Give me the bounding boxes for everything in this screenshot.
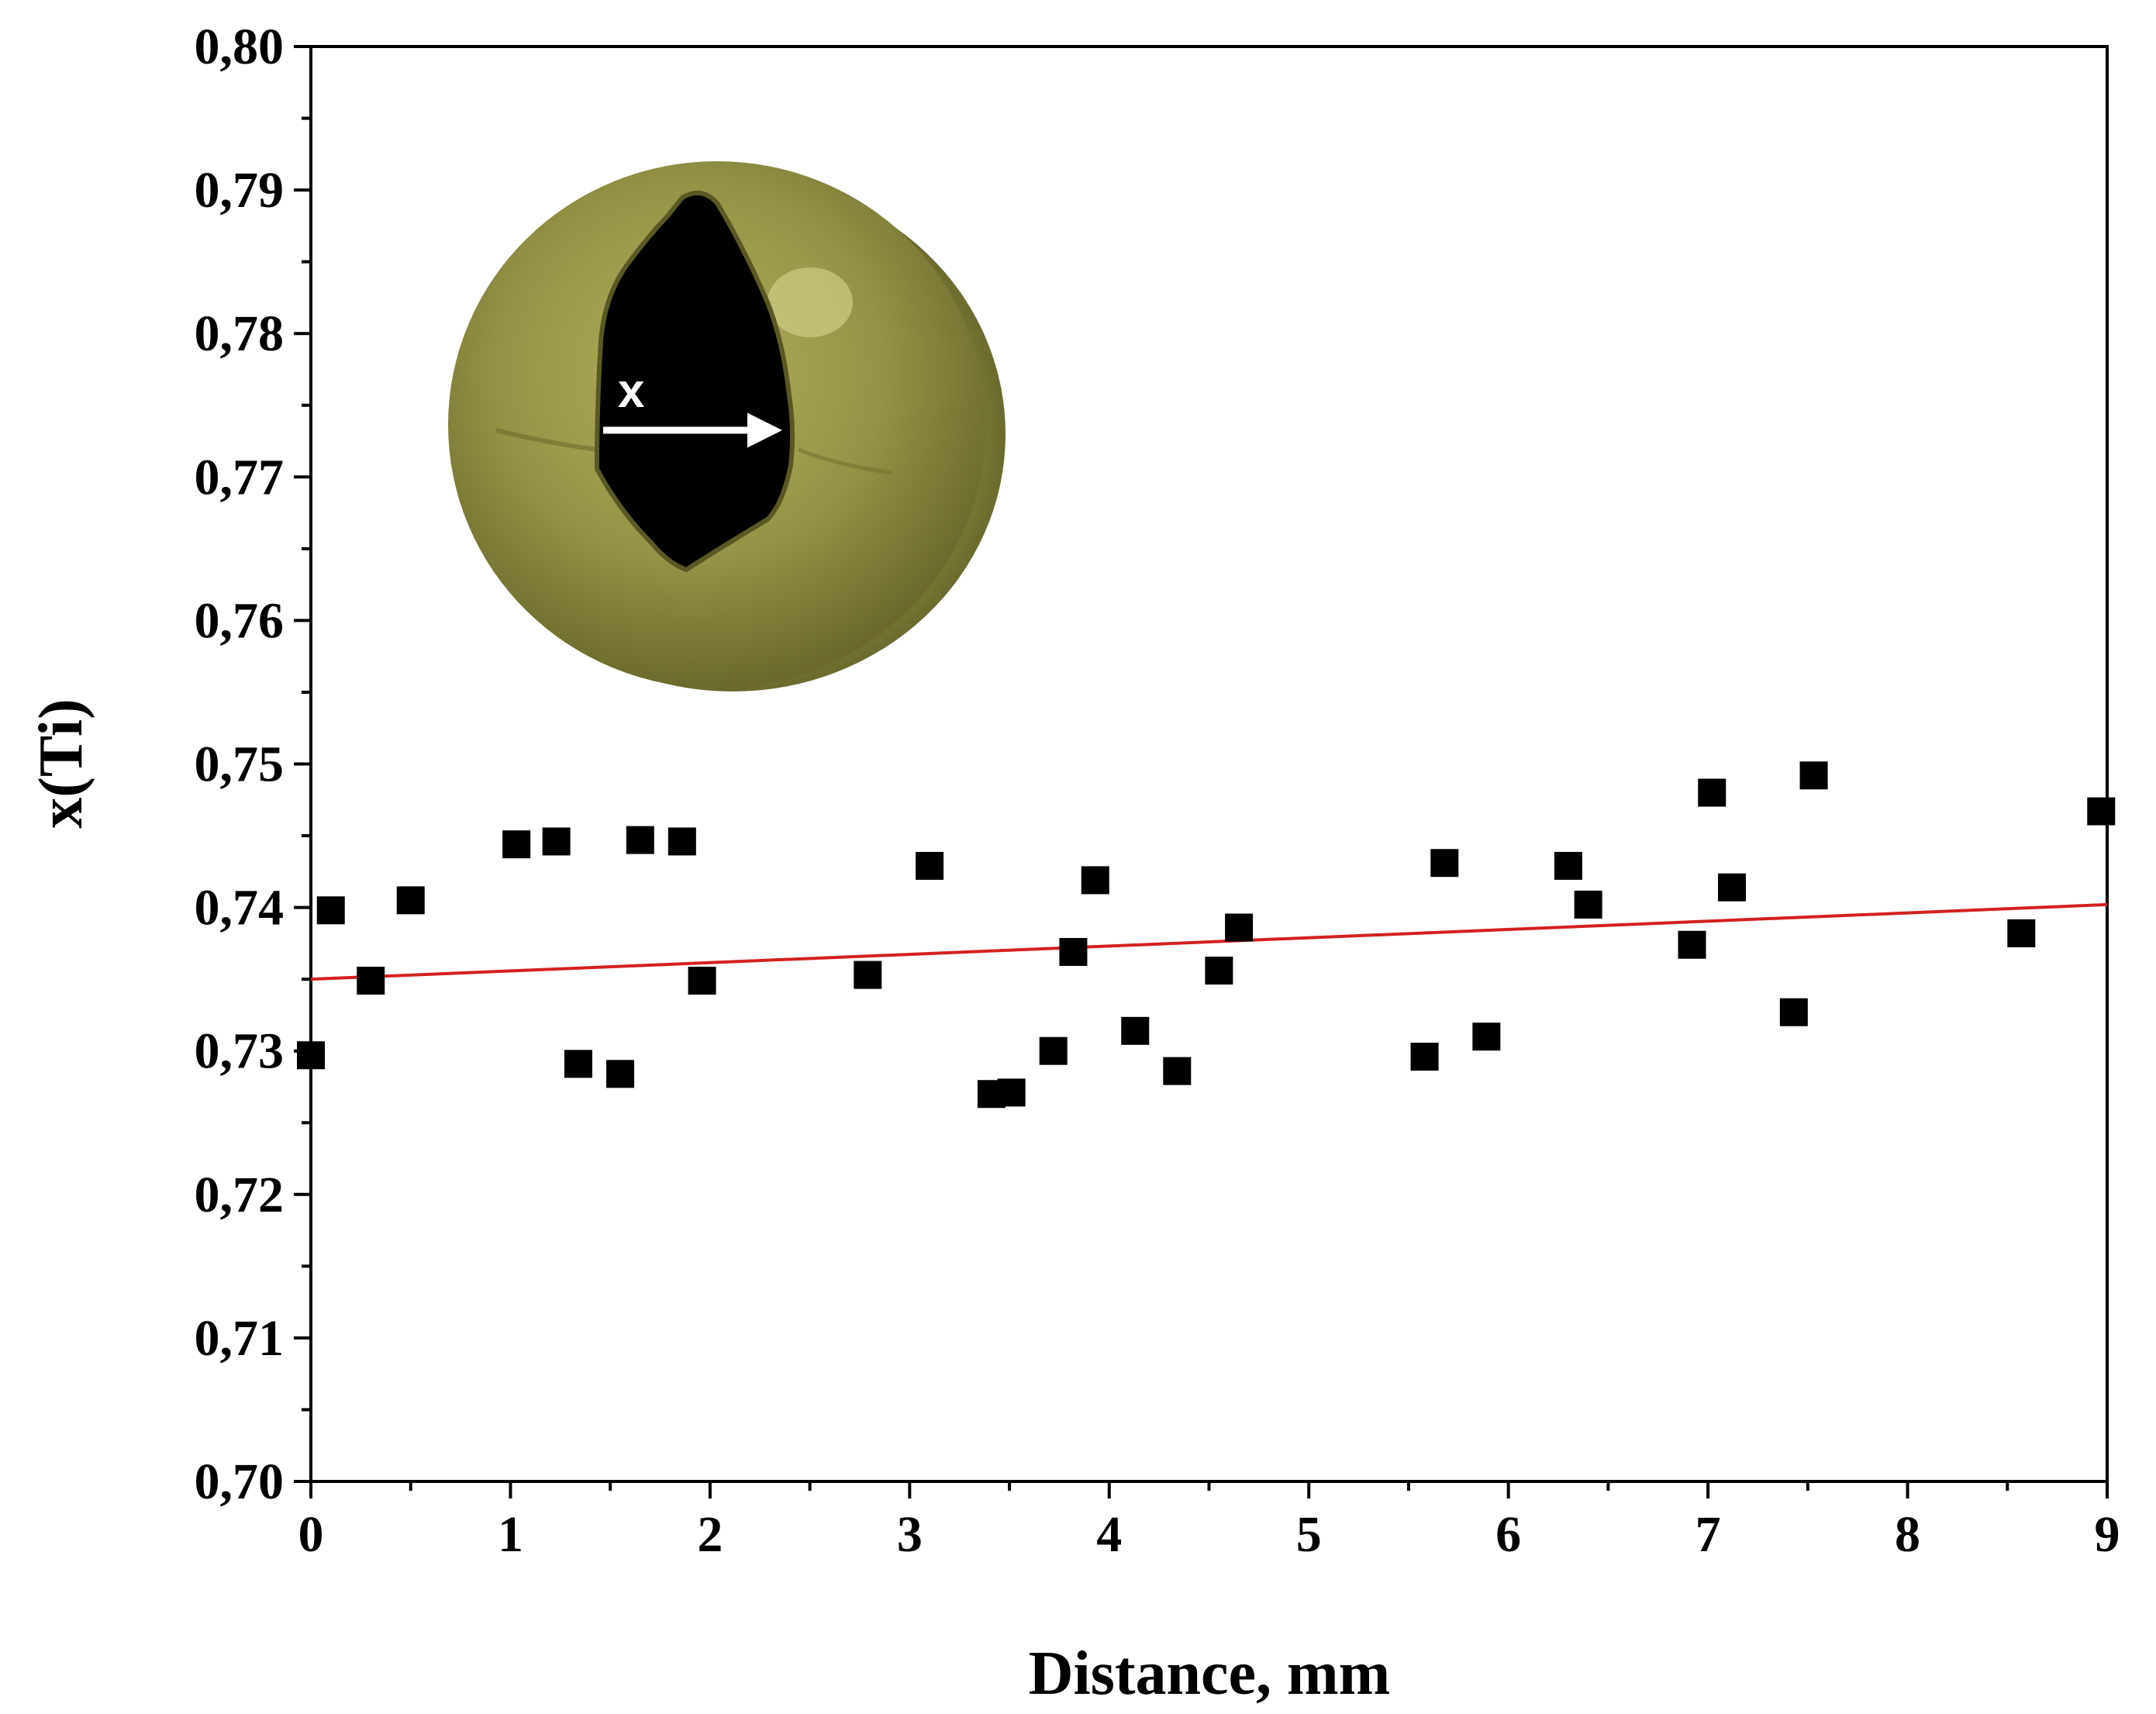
data-point: [2007, 919, 2036, 947]
data-point: [606, 1060, 635, 1088]
y-tick-labels: 0,70 0,71 0,72 0,73 0,74 0,75 0,76 0,77 0,78 0,79…: [195, 19, 285, 1510]
y-tick-label: 0,80: [195, 19, 285, 75]
data-point: [1430, 849, 1459, 878]
x-tick-label: 9: [2095, 1506, 2120, 1563]
data-point: [997, 1078, 1026, 1107]
y-tick-label: 0,75: [195, 736, 285, 793]
sample-cavity: [594, 190, 795, 573]
sample-photo-inset: x: [448, 161, 1006, 691]
y-tick-label: 0,79: [195, 162, 285, 219]
data-point: [542, 827, 571, 856]
y-tick-label: 0,73: [195, 1023, 285, 1080]
data-point: [1472, 1023, 1501, 1051]
y-tick-label: 0,70: [195, 1454, 285, 1510]
y-tick-label: 0,72: [195, 1167, 285, 1223]
data-point: [1698, 778, 1727, 807]
inset-x-label: x: [618, 364, 645, 418]
x-tick-label: 7: [1695, 1506, 1721, 1563]
y-tick-label: 0,71: [195, 1310, 285, 1367]
data-point: [1554, 851, 1582, 880]
y-tick-label: 0,78: [195, 305, 285, 362]
data-point: [1059, 937, 1088, 966]
linear-fit-line: [310, 902, 2108, 981]
axis-ticks: [294, 45, 2109, 1498]
data-point: [316, 896, 345, 925]
x-tick-label: 2: [697, 1506, 723, 1563]
data-point: [2087, 797, 2116, 826]
data-point: [1163, 1057, 1192, 1085]
data-point: [1574, 890, 1602, 919]
data-point: [854, 960, 882, 989]
data-point: [357, 967, 385, 995]
x-tick-label: 0: [298, 1506, 324, 1563]
x-tick-label: 5: [1296, 1506, 1322, 1563]
data-point: [1225, 913, 1254, 942]
data-point: [564, 1050, 592, 1078]
data-point: [1410, 1043, 1439, 1071]
x-tick-label: 4: [1096, 1506, 1122, 1563]
x-tick-labels: 0 1 2 3 4 5 6 7 8 9: [298, 1506, 2120, 1563]
data-point: [1779, 998, 1808, 1026]
data-point: [1678, 930, 1706, 959]
data-point: [916, 851, 944, 880]
data-point: [502, 830, 531, 859]
x-tick-label: 3: [897, 1506, 923, 1563]
x-axis-title: Distance, mm: [1029, 1640, 1391, 1708]
data-point: [1081, 866, 1109, 895]
y-tick-label: 0,77: [195, 449, 285, 505]
data-point: [1039, 1036, 1068, 1065]
y-tick-label: 0,76: [195, 592, 285, 649]
x-tick-label: 6: [1495, 1506, 1521, 1563]
data-point: [1205, 957, 1233, 985]
y-axis-title: x(Ti): [27, 698, 95, 828]
data-point: [1799, 761, 1828, 790]
x-tick-label: 1: [498, 1506, 523, 1563]
data-point: [667, 827, 696, 856]
data-point: [626, 826, 654, 854]
data-points: [297, 761, 2116, 1109]
data-point: [1718, 873, 1747, 902]
data-point: [297, 1041, 325, 1070]
data-point: [396, 886, 425, 915]
x-tick-label: 8: [1895, 1506, 1920, 1563]
data-point: [688, 967, 716, 995]
data-point: [1121, 1016, 1150, 1045]
y-tick-label: 0,74: [195, 880, 285, 936]
